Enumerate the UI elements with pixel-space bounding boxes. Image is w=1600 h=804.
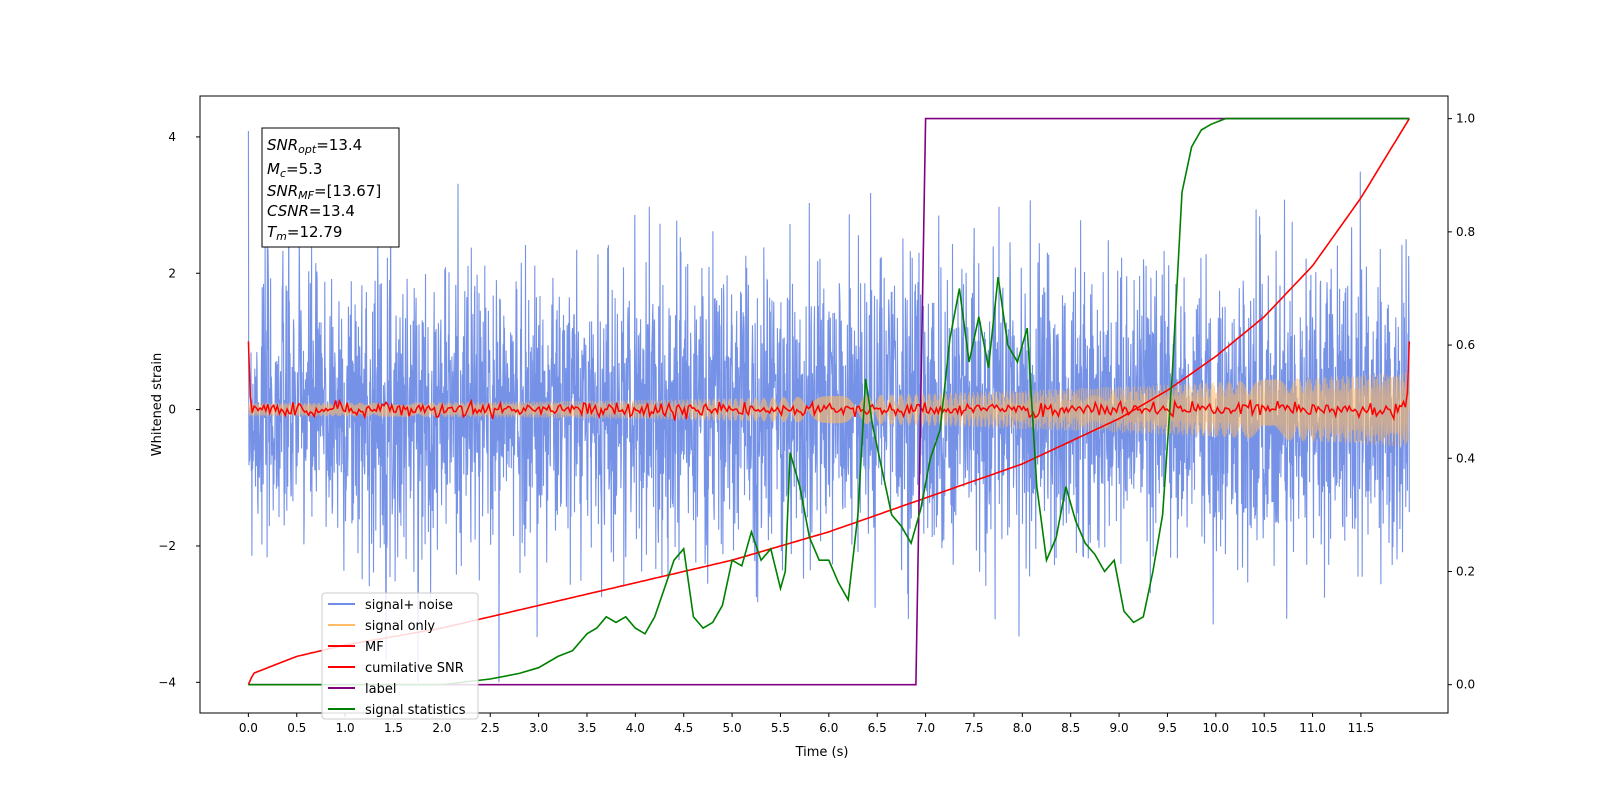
axes: 0.0 0.5 1.0 1.5 2.0 2.5 3.0 3.5 4.0 4.5 5.0 5.5 6.0 6… — [158, 112, 1475, 735]
x-tick-label: 8.0 — [1013, 721, 1032, 735]
y-axis-label: Whitened strain — [150, 353, 165, 456]
x-tick-label: 9.5 — [1158, 721, 1177, 735]
annotation-frame — [261, 127, 400, 248]
x-tick-label: 3.0 — [529, 721, 548, 735]
y2-tick-label: 0.6 — [1456, 338, 1475, 352]
y2-tick-label: 0.0 — [1456, 678, 1475, 692]
x-tick-label: 5.5 — [771, 721, 790, 735]
y2-tick-label: 1.0 — [1456, 112, 1475, 126]
x-tick-label: 8.5 — [1061, 721, 1080, 735]
annotation-snr-mf: SNRMF=[13.67] — [267, 182, 381, 202]
series-signal-only — [247, 372, 1410, 447]
x-tick-label: 1.5 — [384, 721, 403, 735]
x-tick-label: 0.5 — [287, 721, 306, 735]
y2-tick-label: 0.8 — [1456, 225, 1475, 239]
x-tick-label: 7.0 — [916, 721, 935, 735]
x-tick-label: 10.5 — [1251, 721, 1278, 735]
y2-tick-label: 0.2 — [1456, 564, 1475, 578]
legend-frame — [321, 592, 479, 720]
x-tick-label: 11.0 — [1299, 721, 1326, 735]
x-tick-label: 9.0 — [1110, 721, 1129, 735]
annotation-box: SNRopt=13.4 Mc=5.3 SNRMF=[13.67] CSNR=13… — [261, 127, 400, 248]
legend-label-mf: MF — [365, 640, 384, 655]
x-tick-label: 4.0 — [626, 721, 645, 735]
series-mf — [247, 341, 1411, 422]
legend-label-label: label — [365, 682, 396, 697]
y-tick-label: 2 — [168, 266, 176, 280]
series-signal-statistics — [248, 117, 1410, 686]
annotation-mc: Mc=5.3 — [267, 160, 322, 180]
x-tick-label: 5.0 — [723, 721, 742, 735]
y-tick-label: −4 — [158, 675, 176, 689]
x-tick-label: 7.5 — [964, 721, 983, 735]
x-tick-label: 6.0 — [819, 721, 838, 735]
series-label — [248, 117, 1410, 686]
y-tick-label: −2 — [158, 539, 176, 553]
x-tick-label: 0.0 — [239, 721, 258, 735]
x-tick-label: 3.5 — [577, 721, 596, 735]
y-tick-label: 0 — [168, 403, 176, 417]
y2-tick-label: 0.4 — [1456, 451, 1475, 465]
x-tick-label: 11.5 — [1348, 721, 1375, 735]
x-tick-label: 2.0 — [432, 721, 451, 735]
plot-frame — [199, 95, 1449, 714]
legend-label-cumulative-snr: cumilative SNR — [365, 661, 464, 676]
annotation-tm: Tm=12.79 — [267, 223, 342, 243]
annotation-snr-opt: SNRopt=13.4 — [267, 136, 362, 156]
legend-label-signal-only: signal only — [365, 619, 435, 634]
y-tick-label: 4 — [168, 130, 176, 144]
annotation-csnr: CSNR=13.4 — [267, 202, 355, 220]
legend: signal+ noise signal only MF cumilative … — [321, 592, 479, 720]
x-tick-label: 4.5 — [674, 721, 693, 735]
x-tick-label: 10.0 — [1202, 721, 1229, 735]
legend-label-signal-noise: signal+ noise — [365, 598, 453, 613]
x-tick-label: 6.5 — [868, 721, 887, 735]
x-tick-label: 2.5 — [481, 721, 500, 735]
x-tick-label: 1.0 — [336, 721, 355, 735]
x-axis-label: Time (s) — [795, 745, 849, 760]
legend-label-signal-statistics: signal statistics — [365, 703, 466, 718]
